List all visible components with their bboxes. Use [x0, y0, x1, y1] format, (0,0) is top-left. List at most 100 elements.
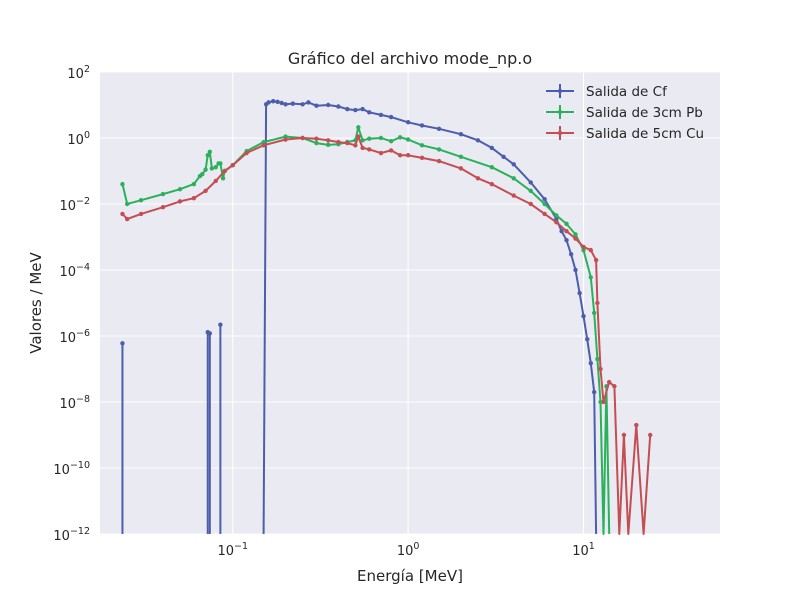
data-point: [595, 356, 600, 362]
data-point: [290, 101, 296, 106]
data-point: [325, 142, 331, 148]
x-tick-label: 100: [397, 541, 420, 559]
data-point: [564, 228, 569, 234]
data-point: [511, 162, 516, 167]
data-point: [436, 158, 442, 164]
data-point: [120, 211, 125, 217]
y-axis-label: Valores / MeV: [27, 251, 45, 353]
data-point: [511, 193, 516, 198]
data-point: [266, 100, 271, 105]
data-point: [138, 198, 144, 203]
legend-label: Salida de Cf: [586, 84, 668, 100]
y-tick-label: 10−12: [53, 526, 90, 544]
data-point: [501, 154, 506, 159]
data-point: [336, 104, 341, 109]
data-point: [591, 310, 597, 316]
data-point: [353, 107, 358, 113]
data-point: [325, 102, 331, 108]
data-point: [475, 176, 481, 181]
data-point: [388, 148, 394, 153]
series-line: [262, 100, 598, 535]
data-point: [367, 147, 372, 152]
data-point: [528, 188, 533, 194]
data-point: [528, 201, 533, 207]
y-tick-labels: 10−12 10−10 10−8 10−6 10−4 10−2 100 102: [53, 64, 90, 544]
data-point: [120, 341, 125, 346]
data-point: [601, 399, 606, 405]
data-point: [300, 102, 305, 107]
data-point: [213, 178, 218, 184]
legend: Salida de Cf Salida de 3cm Pb Salida de 5c…: [546, 84, 704, 142]
series-line: [121, 126, 611, 535]
legend-marker: [557, 130, 563, 136]
data-point: [138, 211, 144, 217]
data-point: [360, 145, 365, 151]
data-point: [124, 216, 130, 222]
data-point: [554, 220, 559, 225]
series-1: [120, 99, 598, 535]
data-point: [573, 236, 578, 241]
x-tick-labels: 10−1 100 101: [217, 541, 594, 559]
data-point: [378, 150, 384, 156]
data-point: [388, 138, 394, 144]
data-point: [581, 247, 586, 253]
data-point: [279, 100, 284, 106]
data-point: [270, 99, 276, 104]
data-point: [634, 422, 639, 428]
data-point: [388, 114, 394, 120]
data-point: [203, 167, 208, 172]
data-point: [367, 110, 372, 115]
data-point: [489, 165, 495, 170]
data-point: [120, 181, 125, 187]
data-point: [160, 191, 166, 197]
data-point: [542, 211, 547, 217]
data-point: [207, 331, 213, 336]
legend-marker: [557, 88, 563, 94]
data-point: [588, 247, 593, 253]
data-point: [542, 196, 547, 202]
y-tick-label: 10−4: [59, 262, 90, 280]
data-point: [419, 123, 425, 128]
data-point: [585, 336, 590, 342]
chart-title: Gráfico del archivo mode_np.o: [288, 49, 532, 69]
data-point: [191, 195, 197, 201]
data-point: [577, 290, 582, 296]
data-point: [177, 199, 183, 204]
data-point: [191, 181, 197, 187]
data-point: [160, 204, 166, 210]
data-point: [283, 137, 288, 142]
data-point: [244, 150, 249, 156]
data-point: [458, 154, 464, 159]
data-point: [203, 188, 208, 194]
data-point: [564, 221, 569, 227]
data-point: [397, 135, 403, 140]
data-point: [367, 136, 372, 141]
data-point: [588, 275, 593, 280]
data-point: [573, 267, 578, 273]
data-point: [542, 201, 547, 207]
data-point: [314, 103, 319, 108]
data-point: [554, 216, 559, 222]
data-point: [621, 432, 627, 438]
data-point: [124, 201, 130, 207]
y-tick-label: 10−6: [59, 328, 90, 346]
data-point: [554, 213, 559, 218]
data-point: [283, 102, 288, 107]
data-point: [230, 162, 235, 168]
data-point: [207, 149, 213, 155]
x-axis-label: Energía [MeV]: [357, 567, 463, 585]
grid: [100, 71, 720, 535]
series-3: [120, 134, 653, 535]
data-point: [200, 171, 205, 177]
data-point: [588, 360, 593, 366]
data-point: [356, 125, 361, 130]
y-tick-label: 102: [67, 64, 90, 82]
data-point: [218, 322, 223, 327]
legend-item: Salida de Cf: [546, 84, 668, 100]
data-point: [300, 135, 305, 141]
data-point: [378, 135, 384, 141]
data-point: [436, 126, 442, 132]
data-point: [598, 366, 603, 372]
legend-item: Salida de 3cm Pb: [546, 105, 703, 121]
data-point: [405, 120, 411, 125]
